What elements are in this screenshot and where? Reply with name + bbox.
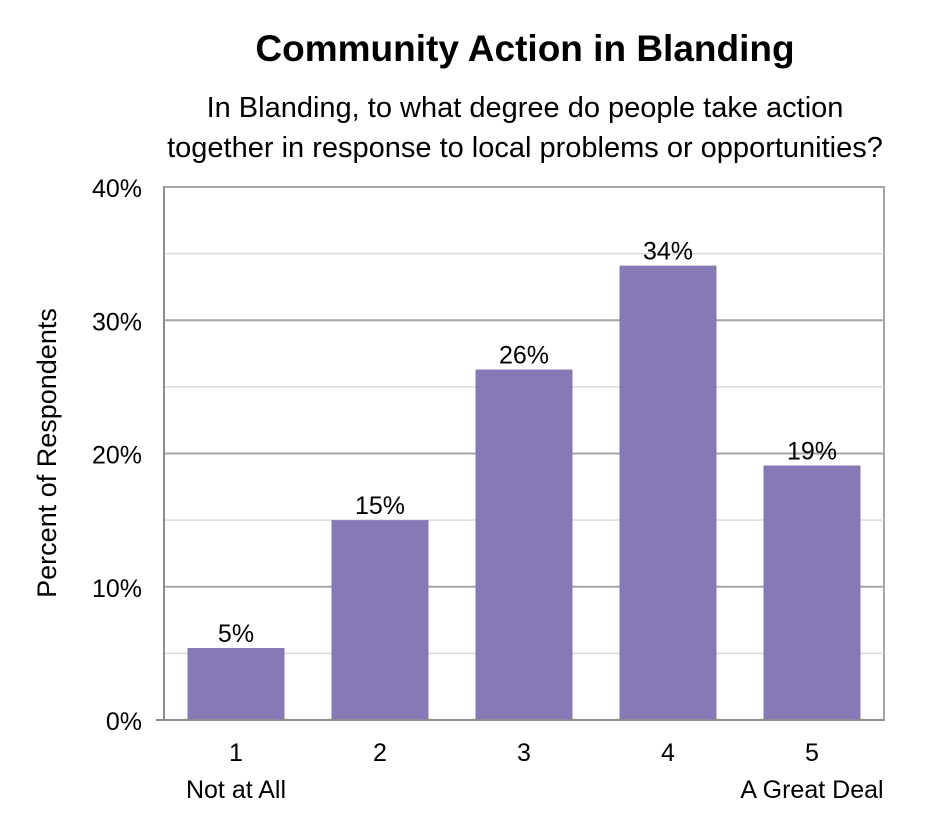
axes [156,187,884,721]
bar [619,265,717,720]
bar [187,648,285,720]
bar [763,465,861,720]
x-tick-label: 2 [373,739,387,767]
bar-value-label: 15% [355,492,405,520]
x-tick-label: 5 [805,739,819,767]
bar [475,369,573,720]
y-axis-label: Percent of Respondents [32,308,62,598]
bar [331,520,429,720]
y-tick-label: 40% [92,175,142,203]
bar-value-label: 34% [643,238,693,266]
x-tick-sublabel: Not at All [186,776,286,804]
x-tick-label: 4 [661,739,675,767]
bar-value-label: 19% [787,437,837,465]
x-tick-sublabel: A Great Deal [740,776,883,804]
chart-title: Community Action in Blanding [255,28,795,69]
x-tick-label: 1 [229,739,243,767]
bar-value-label: 5% [218,620,254,648]
subtitle-line-2: together in response to local problems o… [167,132,883,164]
y-tick-label: 10% [92,575,142,603]
y-tick-label: 30% [92,308,142,336]
bars [187,265,861,720]
y-tick-label: 20% [92,442,142,470]
labels: 0% 10% 20% 30% 40% 5% 1 Not at All 15% 2 26% 3 34% 4 1… [92,175,884,804]
chart-subtitle: In Blanding, to what degree do people ta… [0,88,945,168]
y-tick-label: 0% [106,708,142,736]
subtitle-line-1: In Blanding, to what degree do people ta… [206,92,844,124]
bar-value-label: 26% [499,342,549,370]
x-tick-label: 3 [517,739,531,767]
